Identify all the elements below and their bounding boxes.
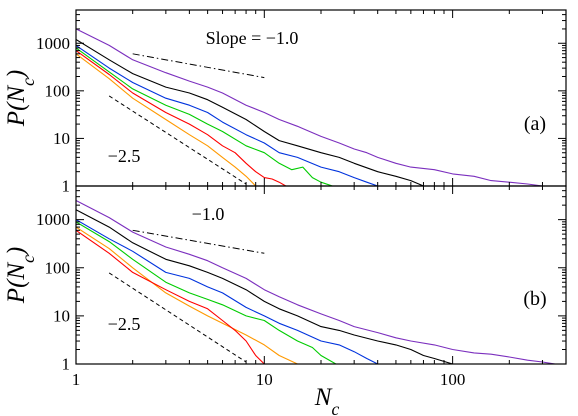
slope-guide-line xyxy=(132,53,265,79)
slope-annotation: Slope = −1.0 xyxy=(206,28,299,48)
y-axis-label: P(Nc) xyxy=(3,70,38,127)
panel-label: (b) xyxy=(523,288,546,310)
x-tick-label: 1 xyxy=(72,370,81,389)
x-tick-label: 10 xyxy=(256,370,273,389)
y-tick-label: 10 xyxy=(53,306,70,325)
plot-frame xyxy=(75,185,567,365)
slope-annotation: −2.5 xyxy=(108,314,141,334)
slope-annotation: −2.5 xyxy=(108,146,141,166)
slope-annotation: −1.0 xyxy=(192,204,225,224)
panel-label: (a) xyxy=(524,113,546,135)
slope-guide-line xyxy=(108,272,247,363)
series-line xyxy=(76,53,257,186)
series-line xyxy=(76,44,378,186)
series-line xyxy=(76,28,543,186)
y-tick-label: 100 xyxy=(45,258,71,277)
slope-guide-line xyxy=(108,95,247,185)
y-tick-label: 1 xyxy=(62,177,71,196)
panel-0: Slope = −1.0 −2.5 1 10 100 1000 P(Nc) (a) xyxy=(3,9,567,196)
y-tick-label: 100 xyxy=(45,81,71,100)
series-line xyxy=(76,219,378,364)
series-line xyxy=(76,47,333,186)
x-axis-label: Nc xyxy=(314,384,340,416)
series-line xyxy=(76,209,453,364)
slope-guide-line xyxy=(132,229,265,254)
plot-frame xyxy=(75,9,567,187)
y-tick-label: 1 xyxy=(62,355,71,374)
panel-1: −1.0 −2.5 1 10 100 1000 1 10 100 P(Nc) Nc (b) xyxy=(3,185,567,416)
series-line xyxy=(76,50,287,186)
y-axis-label: P(Nc) xyxy=(3,247,38,304)
series-line xyxy=(76,200,556,364)
series-line xyxy=(76,39,424,186)
series-line xyxy=(76,226,298,364)
series-line xyxy=(76,229,265,364)
y-tick-label: 1000 xyxy=(36,34,70,53)
y-tick-label: 1000 xyxy=(36,210,70,229)
x-tick-label: 100 xyxy=(440,370,466,389)
series-line xyxy=(76,221,337,364)
y-tick-label: 10 xyxy=(53,129,70,148)
